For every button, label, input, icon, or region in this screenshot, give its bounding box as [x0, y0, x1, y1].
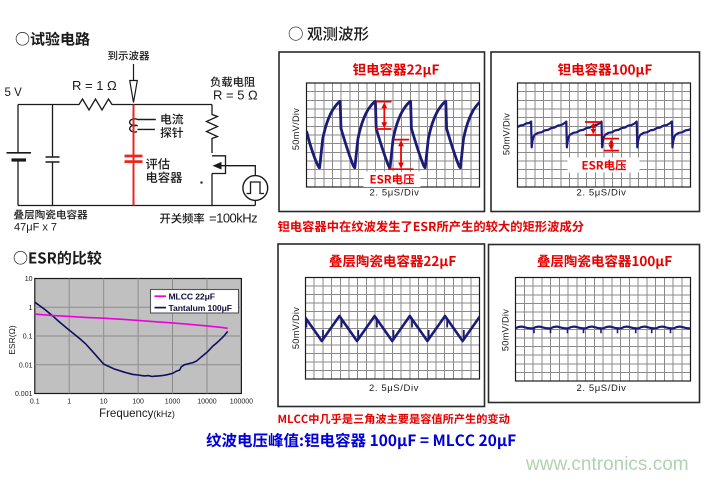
svg-text:10: 10: [100, 399, 108, 406]
svg-text:0.1: 0.1: [23, 334, 33, 341]
svg-text:R = 5 Ω: R = 5 Ω: [213, 88, 258, 103]
svg-text:50mV/Div: 50mV/Div: [291, 108, 301, 150]
svg-text:100000: 100000: [230, 399, 253, 406]
svg-text:50mV/Div: 50mV/Div: [502, 113, 512, 155]
svg-text:1: 1: [67, 399, 71, 406]
svg-text:MLCC 22μF: MLCC 22μF: [169, 291, 215, 301]
svg-text:10000: 10000: [197, 399, 217, 406]
svg-text:R = 1 Ω: R = 1 Ω: [72, 78, 117, 93]
svg-text:1: 1: [29, 305, 33, 312]
svg-text:1000: 1000: [165, 399, 181, 406]
svg-text:2. 5μS/Div: 2. 5μS/Div: [576, 383, 626, 394]
svg-text:100: 100: [132, 399, 144, 406]
svg-text:0.01: 0.01: [19, 362, 33, 369]
svg-text:www.cntronics.com: www.cntronics.com: [525, 454, 689, 475]
svg-text:0.1: 0.1: [30, 399, 40, 406]
svg-text:47μF x 7: 47μF x 7: [14, 222, 57, 234]
svg-text:5 V: 5 V: [5, 87, 23, 99]
svg-text:2. 5μS/Div: 2. 5μS/Div: [369, 187, 419, 198]
svg-text:10: 10: [25, 276, 33, 283]
svg-text:Tantalum 100μF: Tantalum 100μF: [169, 303, 232, 313]
svg-text:ESR(Ω): ESR(Ω): [7, 325, 17, 355]
svg-text:0.001: 0.001: [15, 391, 33, 398]
svg-text:Frequency(kHz): Frequency(kHz): [99, 408, 175, 420]
svg-text:2. 5μS/Div: 2. 5μS/Div: [576, 187, 626, 198]
svg-text:50mV/Div: 50mV/Div: [501, 309, 511, 351]
svg-text:2. 5μS/Div: 2. 5μS/Div: [369, 383, 419, 394]
svg-text:50mV/Div: 50mV/Div: [291, 307, 301, 349]
svg-text:=100kHz: =100kHz: [209, 211, 257, 226]
